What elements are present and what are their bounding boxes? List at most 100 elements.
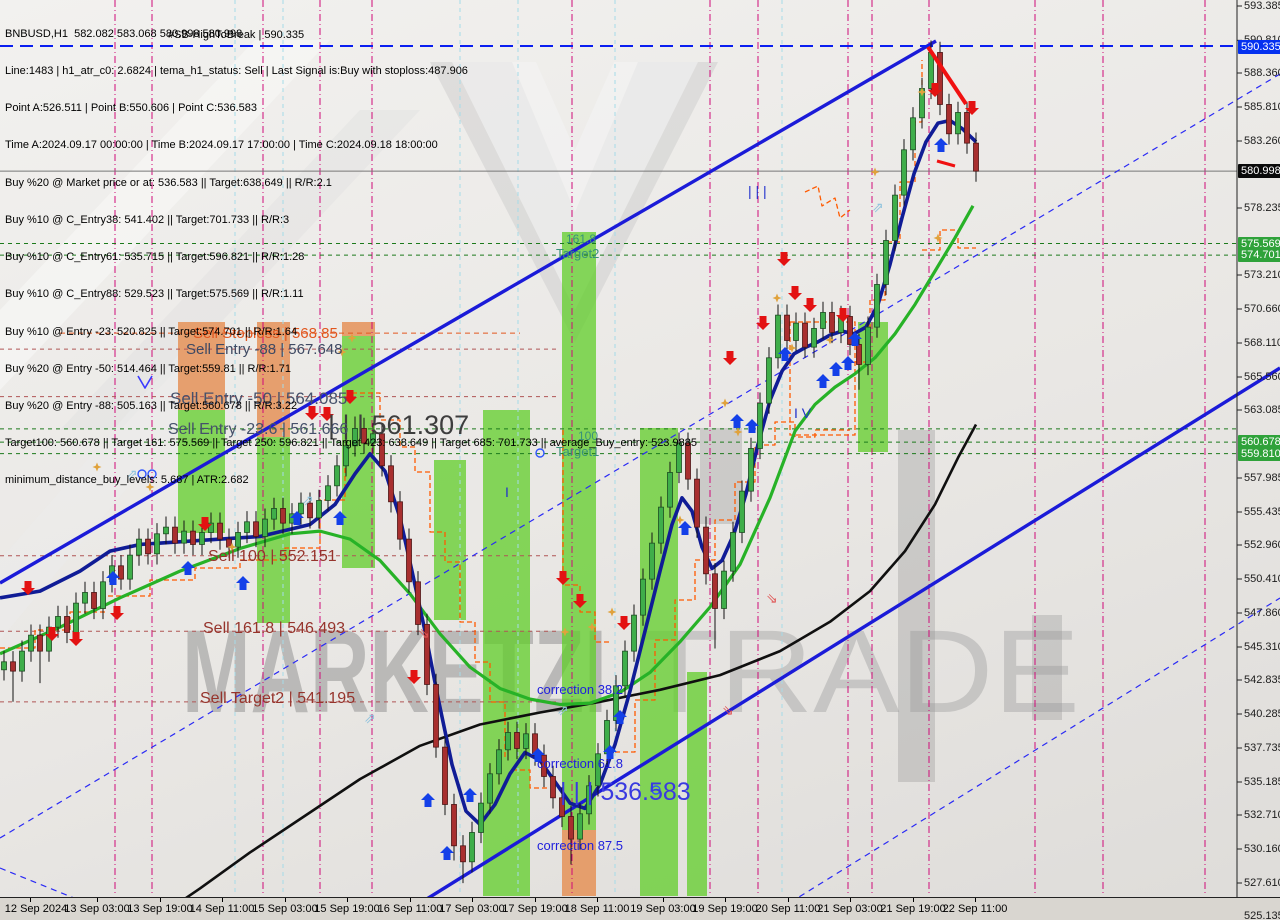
buy-arrow-icon	[421, 793, 435, 807]
sell-arrow-icon	[305, 406, 319, 420]
candle	[478, 802, 484, 833]
candle	[271, 508, 277, 520]
candle	[244, 521, 250, 533]
candle	[73, 602, 79, 633]
candle	[235, 532, 241, 548]
candle	[82, 592, 88, 604]
time-tick-label: 22 Sep 11:00	[942, 903, 1008, 915]
candle	[19, 650, 25, 672]
time-tick-mark	[535, 898, 536, 902]
chart-annotation: Target2	[556, 246, 599, 261]
star-icon	[145, 482, 155, 492]
buy-arrow-icon	[531, 748, 545, 762]
signal-zone	[858, 322, 888, 452]
candle	[163, 526, 169, 535]
price-badge: 560.678	[1238, 435, 1280, 450]
candle	[397, 501, 403, 540]
buy-arrow-icon	[440, 846, 454, 860]
price-badge: 574.701	[1238, 248, 1280, 263]
candle	[748, 448, 754, 492]
candle	[568, 816, 574, 840]
arrow-down-right-icon: ⇘	[766, 590, 778, 606]
sell-arrow-icon	[756, 316, 770, 330]
candle	[154, 533, 160, 555]
star-icon	[720, 398, 730, 408]
star-icon	[92, 462, 102, 472]
buy-arrow-icon	[730, 414, 744, 428]
time-tick-label: 19 Sep 03:00	[630, 903, 696, 915]
buy-arrow-icon	[848, 332, 862, 346]
time-tick-label: 15 Sep 19:00	[314, 903, 380, 915]
sell-arrow-icon	[928, 83, 942, 97]
chart-annotation: Sell Entry -50 | 564.085	[170, 389, 347, 408]
candle	[586, 785, 592, 815]
time-tick-mark	[725, 898, 726, 902]
candle	[793, 322, 799, 341]
candle	[721, 570, 727, 609]
info-line: Point A:526.511 | Point B:550.606 | Poin…	[5, 102, 257, 115]
price-tick-label: 530.160	[1244, 842, 1280, 855]
candle	[874, 284, 880, 328]
time-tick-label: 16 Sep 11:00	[377, 903, 443, 915]
info-line: Buy %10 @ C_Entry38: 541.402 || Target:7…	[5, 213, 290, 226]
price-tick-label: 527.610	[1244, 876, 1280, 889]
buy-arrow-icon	[106, 571, 120, 585]
candle	[739, 490, 745, 533]
candle	[37, 634, 43, 652]
candle	[217, 522, 223, 540]
chart-annotation: Sell 161.8 | 546.493	[203, 620, 345, 637]
trend-line	[0, 39, 937, 585]
candle	[640, 578, 646, 616]
info-line: Target100: 560.678 || Target 161: 575.56…	[5, 437, 697, 450]
candle	[703, 526, 709, 575]
price-axis[interactable]: 593.385590.810588.360585.810583.260578.2…	[1238, 0, 1280, 920]
chart-annotation: | | | 536.583	[560, 778, 691, 806]
candle	[685, 442, 691, 480]
candle	[406, 538, 412, 583]
price-tick-label: 535.185	[1244, 775, 1280, 788]
chevron-down-marker-icon	[137, 375, 153, 389]
time-tick-label: 21 Sep 19:00	[880, 903, 946, 915]
sell-arrow-icon	[788, 286, 802, 300]
red-trend-segment	[936, 159, 956, 168]
circle-marker-icon	[535, 448, 545, 458]
candle	[199, 532, 205, 545]
info-line: minimum_distance_buy_levels: 5.687 | ATR…	[5, 474, 249, 487]
star-icon	[772, 293, 782, 303]
chart-annotation: Sell Target2 | 541.195	[200, 690, 355, 707]
buy-arrow-icon	[463, 788, 477, 802]
trend-line	[761, 597, 1280, 920]
candle	[955, 112, 961, 135]
candle	[370, 433, 376, 444]
buy-arrow-icon	[934, 138, 948, 152]
candle	[451, 804, 457, 847]
candle	[820, 312, 826, 329]
time-axis[interactable]: 12 Sep 2024 13 Sep 03:00 13 Sep 19:00 14 Se…	[0, 897, 1280, 920]
candle	[424, 624, 430, 685]
buy-arrow-icon	[613, 710, 627, 724]
candle	[631, 614, 637, 652]
background-shape	[0, 40, 330, 390]
time-tick-label: 18 Sep 11:00	[564, 903, 630, 915]
ma-navy	[0, 118, 978, 827]
watermark-bar	[1032, 615, 1062, 720]
price-tick-label: 550.410	[1244, 572, 1280, 585]
candle	[694, 478, 700, 528]
ma-green	[0, 205, 975, 707]
sell-arrow-icon	[803, 298, 817, 312]
symbol-ohlc-line: BNBUSD,H1 582.082 583.068 580.998 580.99…	[5, 27, 243, 40]
candle	[613, 685, 619, 721]
candle	[172, 526, 178, 544]
time-tick-mark	[347, 898, 348, 902]
signal-zone	[342, 322, 375, 336]
star-icon	[870, 167, 880, 177]
candle	[307, 502, 313, 519]
trailing-stop-line	[615, 421, 850, 753]
buy-arrow-icon	[333, 511, 347, 525]
star-icon	[933, 233, 943, 243]
sell-arrow-icon	[21, 581, 35, 595]
circle-marker-icon	[651, 785, 661, 795]
sell-arrow-icon	[343, 390, 357, 404]
arrow-up-right-icon: ⇗	[557, 702, 569, 718]
